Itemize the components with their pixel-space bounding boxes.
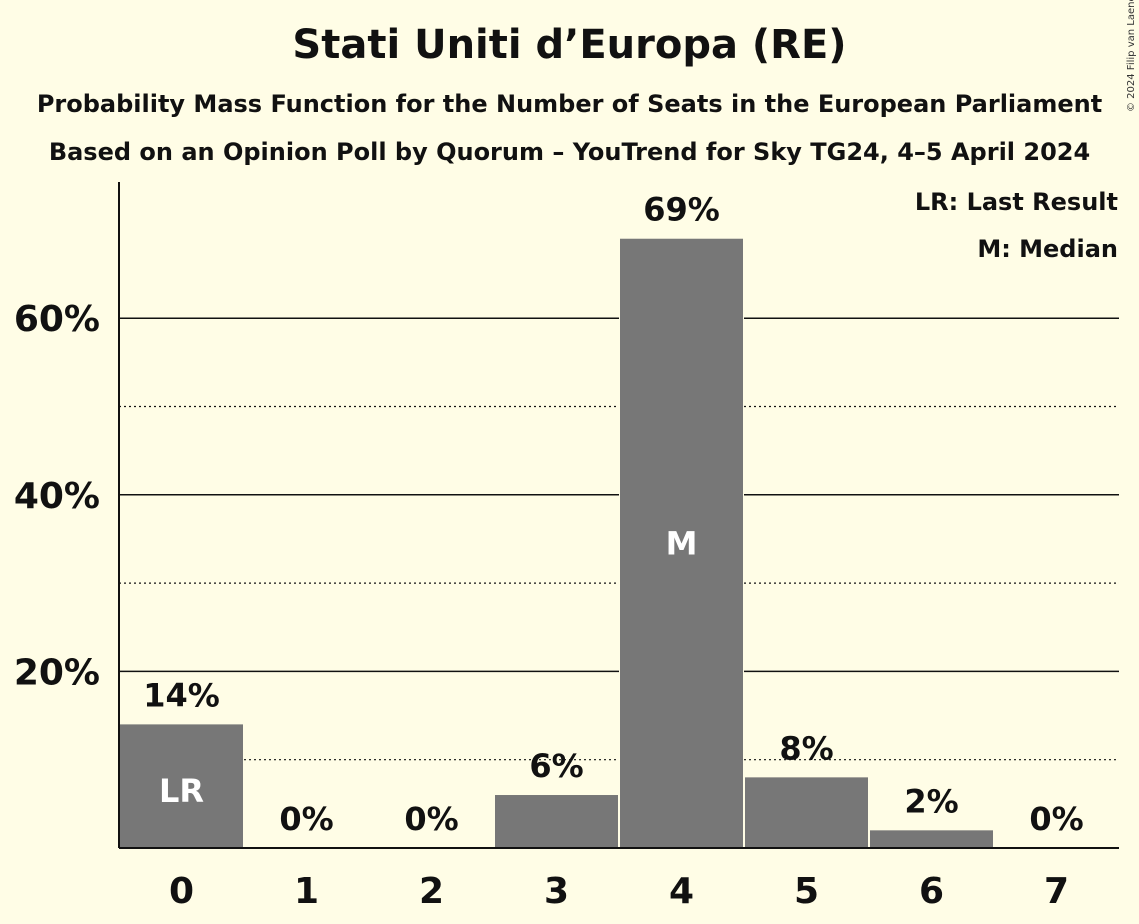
y-tick-label: 60% — [14, 299, 100, 340]
x-tick-label: 5 — [794, 871, 819, 912]
bars: 14% LR 0% 0% 6% 69% M 8% 2% 0% — [119, 191, 1084, 849]
data-label: 14% — [143, 676, 220, 714]
x-tick-label: 0 — [169, 871, 194, 912]
data-label: 8% — [779, 729, 833, 767]
x-tick-label: 6 — [919, 871, 944, 912]
bar — [745, 777, 868, 848]
bar — [120, 724, 243, 848]
data-label: 6% — [529, 747, 583, 785]
chart-title: Stati Uniti d’Europa (RE) — [292, 22, 847, 68]
bar-marker: M — [666, 524, 698, 562]
legend-last-result: LR: Last Result — [915, 188, 1118, 216]
x-tick-label: 7 — [1044, 871, 1069, 912]
bar-marker: LR — [159, 772, 204, 810]
data-label: 0% — [279, 800, 333, 838]
bar — [620, 238, 743, 849]
data-label: 0% — [1029, 800, 1083, 838]
x-tick-label: 1 — [294, 871, 319, 912]
data-label: 69% — [643, 191, 720, 229]
x-tick-label: 3 — [544, 871, 569, 912]
data-label: 2% — [904, 782, 958, 820]
data-label: 0% — [404, 800, 458, 838]
axes: 20% 40% 60% 0 1 2 3 4 5 6 7 — [14, 182, 1119, 912]
bar — [495, 795, 618, 848]
chart-subtitle: Probability Mass Function for the Number… — [36, 90, 1103, 118]
x-tick-label: 4 — [669, 871, 694, 912]
y-tick-label: 40% — [14, 476, 100, 517]
y-tick-label: 20% — [14, 652, 100, 693]
legend-median: M: Median — [977, 235, 1118, 263]
x-tick-label: 2 — [419, 871, 444, 912]
bar — [870, 830, 993, 848]
chart-source: Based on an Opinion Poll by Quorum – You… — [48, 138, 1091, 166]
